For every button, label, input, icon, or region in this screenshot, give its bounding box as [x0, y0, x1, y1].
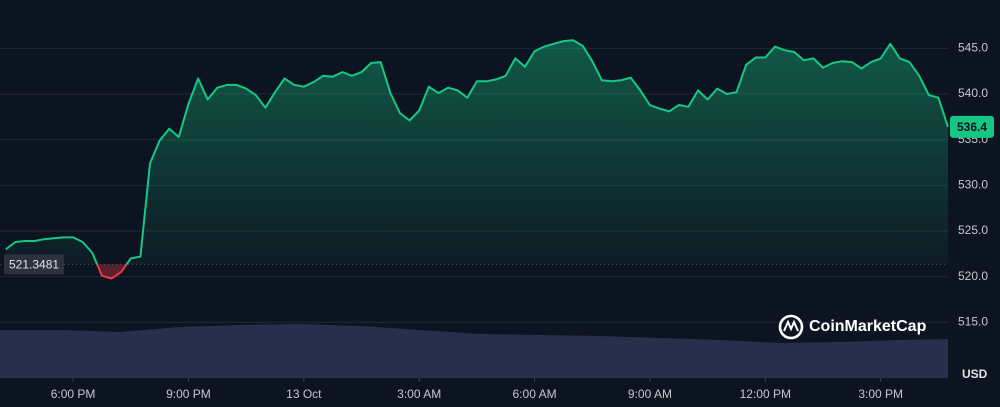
- x-tick-label: 3:00 AM: [397, 387, 441, 401]
- baseline-label: 521.3481: [9, 258, 59, 272]
- plot: [0, 39, 949, 280]
- price-line: [5, 39, 949, 280]
- x-tick-label: 12:00 PM: [740, 387, 791, 401]
- y-tick-label: 515.0: [958, 314, 988, 328]
- y-tick-label: 530.0: [958, 178, 988, 192]
- baseline-label-box: [4, 254, 64, 275]
- x-tick-label: 9:00 AM: [628, 387, 672, 401]
- y-tick-label: 545.0: [958, 41, 988, 55]
- last-price-box: [950, 115, 994, 138]
- logo-icon: [778, 314, 804, 340]
- x-tick-label: 13 Oct: [286, 387, 322, 401]
- price-area: [5, 40, 949, 279]
- x-tick-label: 3:00 PM: [858, 387, 903, 401]
- logo-mark: [783, 319, 799, 332]
- x-tick-label: 6:00 AM: [513, 387, 557, 401]
- x-tick-label: 6:00 PM: [51, 387, 96, 401]
- y-tick-label: 540.0: [958, 86, 988, 100]
- last-price-label: 536.4: [957, 120, 987, 134]
- y-tick-label: 525.0: [958, 223, 988, 237]
- volume-band: [0, 324, 948, 378]
- brand-name: CoinMarketCap: [809, 318, 927, 335]
- currency-label: USD: [962, 367, 988, 381]
- y-tick-label: 520.0: [958, 269, 988, 283]
- brand-logo: CoinMarketCap: [778, 314, 927, 340]
- x-tick-label: 9:00 PM: [166, 387, 211, 401]
